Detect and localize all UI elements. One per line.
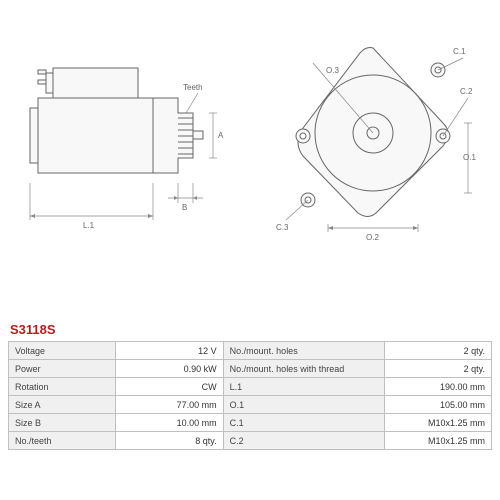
table-row: Power 0.90 kW No./mount. holes with thre… xyxy=(9,360,492,378)
front-view-drawing: O.3 C.1 C.2 C.3 O.1 O.2 xyxy=(268,28,478,258)
part-number: S3118S xyxy=(10,322,492,337)
spec-label: Power xyxy=(9,360,116,378)
spec-label: Size A xyxy=(9,396,116,414)
table-row: Size B 10.00 mm C.1 M10x1.25 mm xyxy=(9,414,492,432)
spec-value: M10x1.25 mm xyxy=(384,432,491,450)
table-row: Voltage 12 V No./mount. holes 2 qty. xyxy=(9,342,492,360)
dim-c2-label: C.2 xyxy=(460,87,473,96)
spec-label: No./mount. holes with thread xyxy=(223,360,384,378)
dim-a-label: A xyxy=(218,131,224,140)
spec-value: 8 qty. xyxy=(116,432,223,450)
dim-o1-label: O.1 xyxy=(463,153,476,162)
datasheet-container: Teeth A B L.1 xyxy=(0,0,500,500)
spec-table: Voltage 12 V No./mount. holes 2 qty. Pow… xyxy=(8,341,492,450)
spec-label: Size B xyxy=(9,414,116,432)
side-view-drawing: Teeth A B L.1 xyxy=(18,38,238,238)
table-row: Rotation CW L.1 190.00 mm xyxy=(9,378,492,396)
teeth-label: Teeth xyxy=(183,83,203,92)
dim-b-label: B xyxy=(182,203,187,212)
spec-value: M10x1.25 mm xyxy=(384,414,491,432)
spec-value: 2 qty. xyxy=(384,360,491,378)
spec-label: Rotation xyxy=(9,378,116,396)
dim-c3-label: C.3 xyxy=(276,223,289,232)
spec-value: CW xyxy=(116,378,223,396)
technical-drawing: Teeth A B L.1 xyxy=(8,8,492,318)
spec-value: 0.90 kW xyxy=(116,360,223,378)
spec-value: 77.00 mm xyxy=(116,396,223,414)
spec-value: 105.00 mm xyxy=(384,396,491,414)
spec-value: 10.00 mm xyxy=(116,414,223,432)
spec-label: C.1 xyxy=(223,414,384,432)
spec-label: L.1 xyxy=(223,378,384,396)
spec-label: C.2 xyxy=(223,432,384,450)
spec-value: 2 qty. xyxy=(384,342,491,360)
table-row: Size A 77.00 mm O.1 105.00 mm xyxy=(9,396,492,414)
spec-label: O.1 xyxy=(223,396,384,414)
dim-c1-label: C.1 xyxy=(453,47,466,56)
spec-value: 12 V xyxy=(116,342,223,360)
spec-label: No./mount. holes xyxy=(223,342,384,360)
dim-o3-label: O.3 xyxy=(326,66,339,75)
dim-l1-label: L.1 xyxy=(83,221,95,230)
dim-o2-label: O.2 xyxy=(366,233,379,242)
spec-label: No./teeth xyxy=(9,432,116,450)
table-row: No./teeth 8 qty. C.2 M10x1.25 mm xyxy=(9,432,492,450)
spec-label: Voltage xyxy=(9,342,116,360)
spec-value: 190.00 mm xyxy=(384,378,491,396)
